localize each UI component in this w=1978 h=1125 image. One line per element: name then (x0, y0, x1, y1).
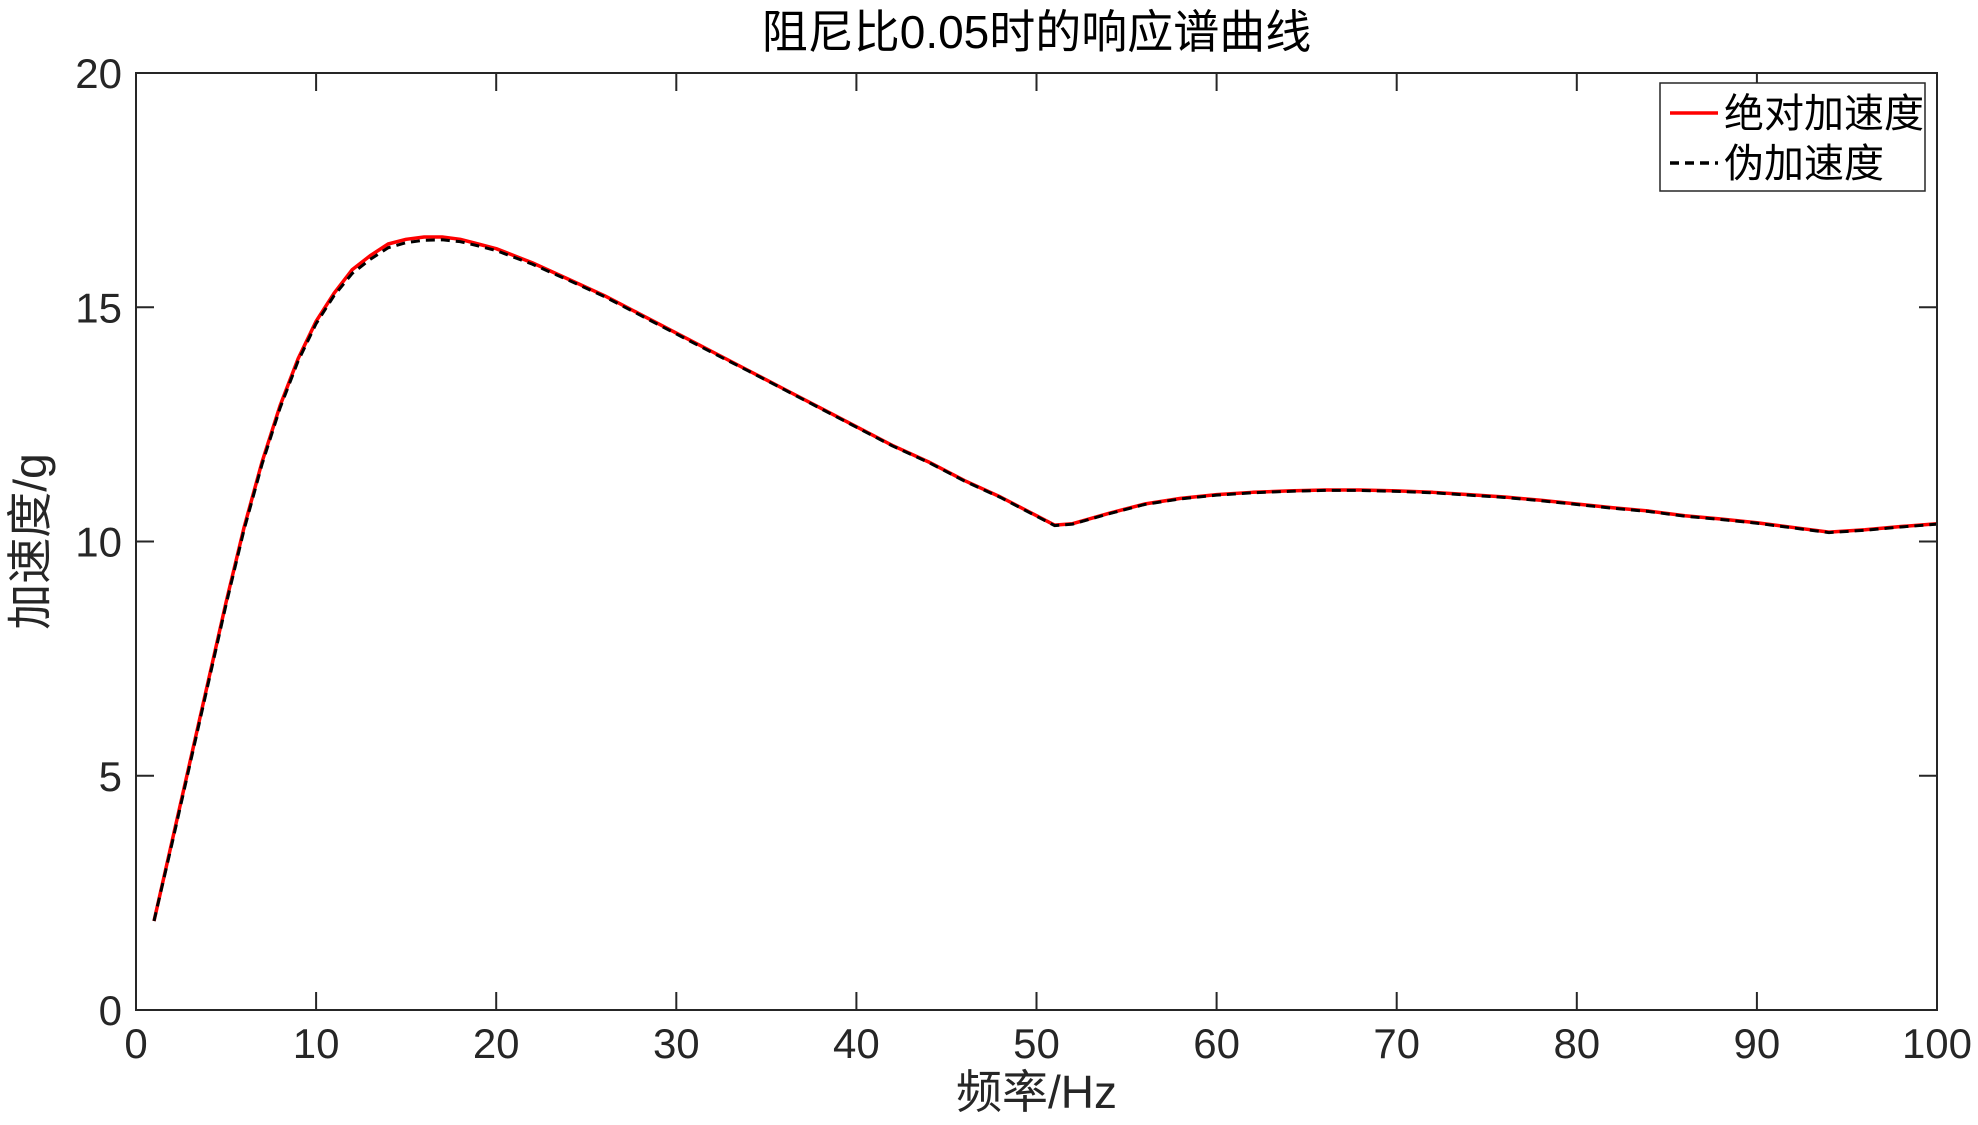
x-tick-label: 50 (1013, 1020, 1060, 1067)
y-tick-label: 0 (99, 987, 122, 1034)
legend-label-2: 伪加速度 (1724, 142, 1884, 186)
y-tick-label: 5 (99, 753, 122, 800)
x-tick-label: 90 (1734, 1020, 1781, 1067)
series-line-2 (152, 238, 1938, 922)
x-tick-label: 10 (293, 1020, 340, 1067)
x-tick-label: 60 (1193, 1020, 1240, 1067)
x-tick-label: 80 (1553, 1020, 1600, 1067)
y-tick-label: 20 (75, 50, 122, 97)
legend-box (1659, 82, 1926, 192)
x-tick-label: 70 (1373, 1020, 1420, 1067)
plot-area (136, 73, 1937, 1010)
y-tick-label: 10 (75, 519, 122, 566)
x-tick-label: 20 (473, 1020, 520, 1067)
x-tick-label: 0 (124, 1020, 147, 1067)
series-layer (152, 235, 1938, 922)
x-tick-label: 30 (653, 1020, 700, 1067)
legend-label-1: 绝对加速度 (1724, 92, 1924, 136)
x-axis-title: 频率/Hz (956, 1066, 1117, 1118)
chart-title: 阻尼比0.05时的响应谱曲线 (762, 6, 1312, 58)
ticks-layer: 0 10 20 30 40 50 60 70 80 90 100 0 5 10 15 20 (75, 50, 1972, 1067)
y-axis-title: 加速度/g (4, 453, 56, 629)
x-tick-label: 100 (1902, 1020, 1972, 1067)
y-tick-label: 15 (75, 284, 122, 331)
x-tick-label: 40 (833, 1020, 880, 1067)
